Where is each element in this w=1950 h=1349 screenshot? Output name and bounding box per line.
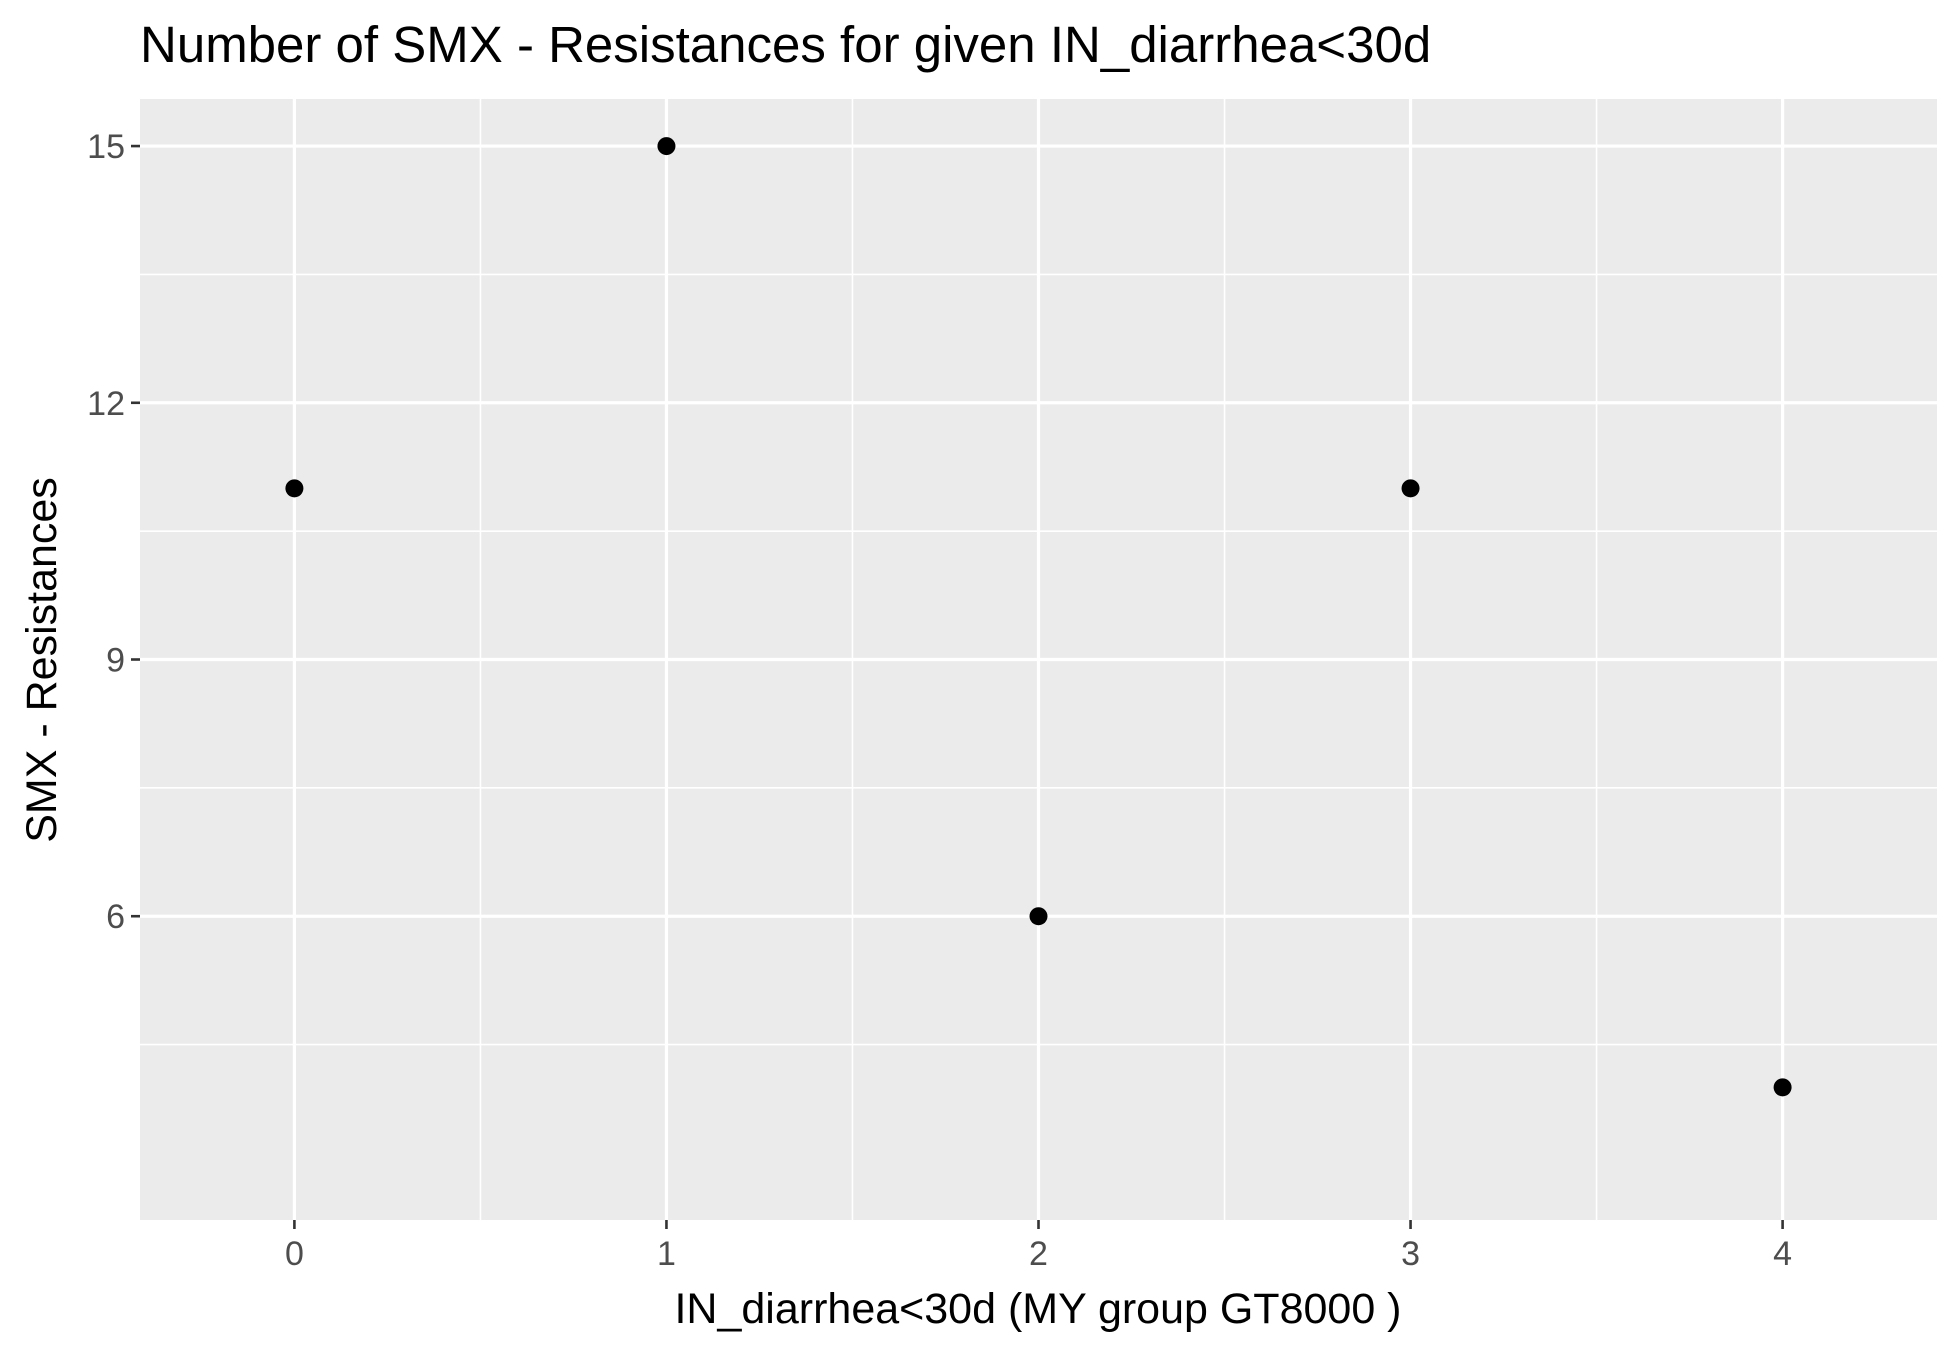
data-point bbox=[1773, 1078, 1792, 1097]
data-point bbox=[285, 479, 304, 498]
y-axis: 6 9 12 15 bbox=[87, 128, 140, 936]
data-point bbox=[1029, 907, 1048, 926]
y-tick-label: 6 bbox=[106, 898, 125, 936]
y-tick-label: 9 bbox=[106, 642, 125, 680]
chart-title: Number of SMX - Resistances for given IN… bbox=[140, 16, 1431, 73]
y-axis-title: SMX - Resistances bbox=[18, 477, 66, 843]
x-tick-label: 0 bbox=[285, 1235, 304, 1273]
y-tick-label: 15 bbox=[87, 128, 125, 166]
x-tick-label: 4 bbox=[1773, 1235, 1792, 1273]
data-point bbox=[1401, 479, 1420, 498]
data-point bbox=[657, 137, 676, 156]
x-tick-label: 2 bbox=[1029, 1235, 1048, 1273]
x-axis: 0 1 2 3 4 bbox=[285, 1220, 1792, 1273]
x-tick-label: 1 bbox=[657, 1235, 676, 1273]
x-tick-label: 3 bbox=[1401, 1235, 1420, 1273]
x-axis-title: IN_diarrhea<30d (MY group GT8000 ) bbox=[674, 1285, 1401, 1333]
data-points bbox=[285, 137, 1792, 1097]
y-tick-label: 12 bbox=[87, 385, 125, 423]
